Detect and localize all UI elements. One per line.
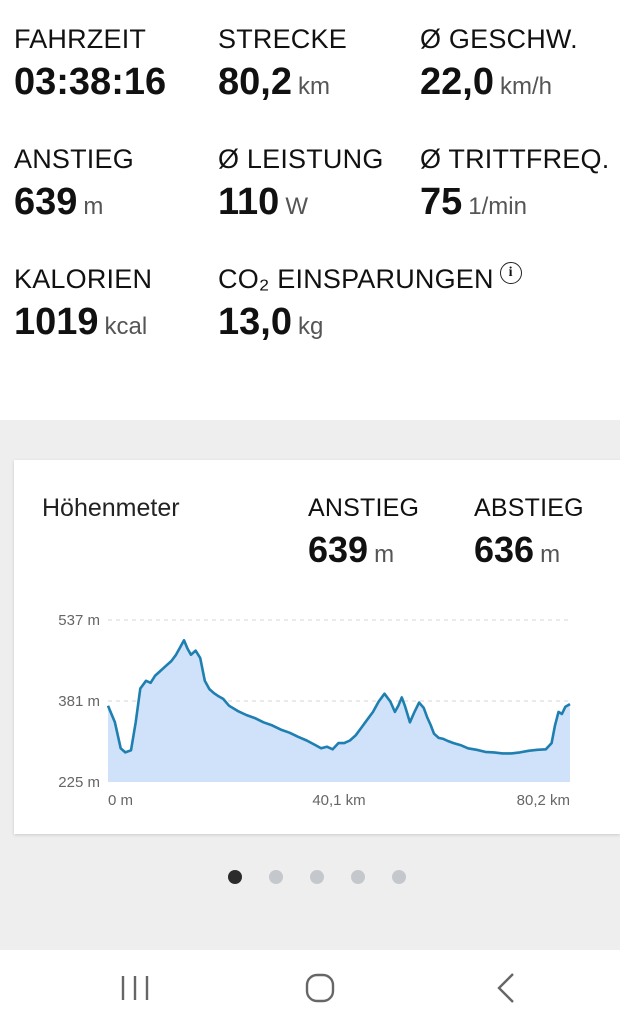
stat-unit: m xyxy=(540,541,561,568)
stat-value: 22,0 xyxy=(420,61,494,103)
elevation-chart: 537 m 381 m 225 m 0 m 40,1 km 80,2 km xyxy=(58,612,571,809)
stat-value: 75 xyxy=(420,181,463,223)
elevation-card[interactable]: Höhenmeter ANSTIEG 639 m ABSTIEG 636 m 537… xyxy=(14,460,620,834)
stat-label: ANSTIEG xyxy=(308,494,420,522)
back-icon[interactable] xyxy=(486,968,526,1008)
info-icon[interactable]: i xyxy=(499,262,522,284)
elevation-card-title: Höhenmeter xyxy=(42,494,180,522)
stat-unit: kcal xyxy=(104,313,148,340)
stat-calories: KALORIEN 1019 kcal xyxy=(14,264,152,351)
stat-unit: 1/min xyxy=(468,193,527,220)
page-indicator xyxy=(0,870,620,886)
page-dot[interactable] xyxy=(269,870,283,884)
x-tick-label: 80,2 km xyxy=(517,792,570,809)
page-dot[interactable] xyxy=(351,870,365,884)
page-dot[interactable] xyxy=(392,870,406,884)
stat-unit: km/h xyxy=(499,73,552,100)
stat-unit: kg xyxy=(297,313,324,340)
stat-label: Ø TRITTFREQ. xyxy=(420,144,610,174)
page-dot[interactable] xyxy=(310,870,324,884)
y-tick-label: 225 m xyxy=(58,774,100,791)
y-tick-label: 537 m xyxy=(58,612,100,629)
home-icon[interactable] xyxy=(300,968,340,1008)
elevation-line xyxy=(106,639,571,755)
stat-label: ANSTIEG xyxy=(14,144,134,174)
stat-value: 03:38:16 xyxy=(14,61,167,103)
stat-avg-power: Ø LEISTUNG 110 W xyxy=(218,144,384,231)
stat-label: Ø LEISTUNG xyxy=(218,144,384,174)
stat-unit: m xyxy=(83,193,104,220)
stat-ascent: ANSTIEG 639 m xyxy=(14,144,134,231)
y-tick-label: 381 m xyxy=(58,693,100,710)
stat-ride-time: FAHRZEIT 03:38:16 xyxy=(14,24,166,111)
stat-value: 110 xyxy=(218,181,280,223)
stat-label: ABSTIEG xyxy=(474,494,584,522)
elevation-area xyxy=(108,640,570,782)
stat-value: 639 xyxy=(14,181,78,223)
stat-label: CO₂ EINSPARUNGEN xyxy=(218,264,494,294)
stat-value: 639 xyxy=(308,529,369,570)
elevation-descent: ABSTIEG 636 m xyxy=(474,494,584,579)
stat-label: STRECKE xyxy=(218,24,347,54)
stat-value: 1019 xyxy=(14,301,99,343)
ride-stats-grid: FAHRZEIT 03:38:16 STRECKE 80,2 km Ø GESCH… xyxy=(0,0,620,420)
x-tick-label: 0 m xyxy=(108,792,133,809)
stat-label: KALORIEN xyxy=(14,264,153,294)
stat-unit: km xyxy=(297,73,330,100)
recent-apps-icon[interactable] xyxy=(115,968,155,1008)
stat-unit: m xyxy=(374,541,395,568)
stat-value: 80,2 xyxy=(218,61,292,103)
stat-avg-speed: Ø GESCHW. 22,0 km/h xyxy=(420,24,578,111)
stat-value: 13,0 xyxy=(218,301,292,343)
elevation-ascent: ANSTIEG 639 m xyxy=(308,494,419,579)
stat-unit: W xyxy=(285,193,308,220)
x-tick-label: 40,1 km xyxy=(312,792,365,809)
stat-label: Ø GESCHW. xyxy=(420,24,578,54)
system-nav-bar xyxy=(0,950,620,1024)
stat-label: FAHRZEIT xyxy=(14,24,147,54)
stat-co2-savings: CO₂ EINSPARUNGEN i 13,0 kg xyxy=(218,262,522,351)
page-dot[interactable] xyxy=(228,870,242,884)
stat-avg-cadence: Ø TRITTFREQ. 75 1/min xyxy=(420,144,609,231)
stat-value: 636 xyxy=(474,529,535,570)
stat-distance: STRECKE 80,2 km xyxy=(218,24,347,111)
